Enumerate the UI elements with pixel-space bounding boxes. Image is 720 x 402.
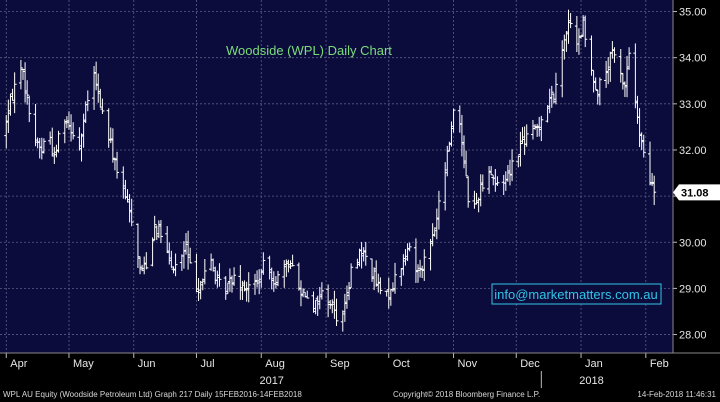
ohlc-bar (349, 263, 354, 289)
ohlc-bar (217, 263, 222, 287)
ohlc-bar (524, 124, 529, 147)
gridlines (0, 0, 673, 353)
ohlc-bar (275, 270, 280, 287)
last-price-marker: 31.08 (673, 184, 720, 201)
y-tick-label: 32.00 (679, 145, 707, 157)
ohlc-bar (466, 176, 471, 208)
ohlc-bar (480, 174, 485, 192)
ohlc-bar (652, 175, 657, 206)
ohlc-bar (495, 176, 500, 186)
ohlc-bar (71, 122, 76, 140)
footer-timestamp: 14-Feb-2018 11:46:31 (637, 390, 716, 399)
footer-security-info: WPL AU Equity (Woodside Petroleum Ltd) G… (3, 390, 302, 399)
chart-title: Woodside (WPL) Daily Chart (226, 43, 392, 58)
x-tick-label: Aug (265, 358, 285, 370)
ohlc-bar (436, 190, 441, 230)
ohlc-bar (173, 253, 178, 277)
ohlc-bar (407, 242, 412, 252)
ohlc-bar (549, 85, 554, 108)
ohlc-bar (56, 130, 61, 153)
footer-copyright: Copyright© 2018 Bloomberg Finance L.P. (393, 390, 541, 399)
x-axis-panel (0, 353, 720, 388)
price-chart: 28.0029.0030.0031.0032.0033.0034.0035.00… (0, 0, 720, 388)
x-tick-label: Feb (650, 358, 669, 370)
ohlc-bar (597, 77, 602, 106)
ohlc-bar (510, 149, 515, 182)
ohlc-bar (553, 72, 558, 105)
ohlc-bar (319, 282, 324, 300)
year-label: 2017 (259, 375, 283, 387)
ohlc-bars (4, 9, 657, 332)
ohlc-bar (627, 47, 632, 70)
last-price-tag (673, 184, 720, 201)
footer-bar: WPL AU Equity (Woodside Petroleum Ltd) G… (0, 388, 720, 402)
x-tick-label: May (73, 358, 94, 370)
ohlc-bar (18, 59, 23, 90)
x-tick-label: Apr (10, 358, 27, 370)
y-tick-label: 29.00 (679, 283, 707, 295)
ohlc-bar (246, 272, 251, 303)
ohlc-bar (464, 150, 469, 177)
ohlc-bar (347, 282, 352, 301)
ohlc-bar (363, 241, 368, 266)
ohlc-bar (232, 267, 237, 286)
ohlc-bar (612, 47, 617, 63)
ohlc-bar (202, 258, 207, 285)
ohlc-bar (158, 219, 163, 244)
ohlc-bar (393, 262, 398, 294)
ohlc-bar (583, 15, 588, 48)
ohlc-bar (378, 277, 383, 295)
ohlc-bar (568, 13, 573, 29)
ohlc-bar (593, 77, 598, 91)
ohlc-bar (152, 215, 157, 241)
x-tick-label: Dec (520, 358, 540, 370)
x-tick-label: Nov (458, 358, 478, 370)
ohlc-bar (115, 151, 120, 179)
ohlc-bar (129, 198, 134, 227)
y-axis-panel (673, 0, 720, 353)
ohlc-bar (261, 252, 266, 275)
x-tick-label: Sep (330, 358, 350, 370)
ohlc-bar (188, 247, 193, 264)
watermark-text: info@marketmatters.com.au (494, 287, 657, 302)
ohlc-bar (144, 252, 149, 270)
y-tick-label: 30.00 (679, 237, 707, 249)
ohlc-bar (489, 166, 494, 176)
x-tick-label: Jun (138, 358, 156, 370)
x-axis: Apr May Jun Jul Aug Sep Oct Nov Dec Jan Feb 2017 201… (0, 352, 720, 388)
watermark-box: info@marketmatters.com.au (491, 283, 662, 305)
ohlc-bar (12, 72, 17, 114)
ohlc-bar (41, 138, 46, 154)
ohlc-bar (27, 95, 32, 123)
y-tick-label: 33.00 (679, 99, 707, 111)
ohlc-bar (451, 108, 456, 133)
y-tick-label: 34.00 (679, 53, 707, 65)
last-price-label: 31.08 (681, 187, 709, 199)
ohlc-bar (100, 98, 105, 115)
x-tick-label: Jan (585, 358, 603, 370)
y-tick-label: 35.00 (679, 7, 707, 19)
ohlc-bar (422, 249, 427, 281)
ohlc-bar (334, 298, 339, 327)
x-tick-label: Oct (393, 358, 410, 370)
ohlc-bar (85, 90, 90, 112)
ohlc-bar (305, 290, 310, 299)
ohlc-bar (641, 134, 646, 158)
x-tick-label: Jul (200, 358, 214, 370)
y-tick-label: 28.00 (679, 330, 707, 342)
ohlc-bar (539, 115, 544, 142)
ohlc-bar (290, 254, 295, 267)
ohlc-bar (301, 288, 306, 298)
year-label: 2018 (579, 375, 603, 387)
ohlc-bar (25, 80, 30, 105)
ohlc-bar (150, 237, 155, 267)
